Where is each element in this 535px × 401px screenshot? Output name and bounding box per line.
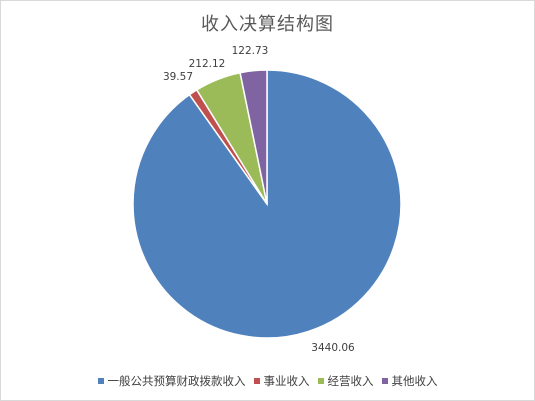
- legend-swatch: [253, 378, 260, 384]
- legend-label: 一般公共预算财政拨款收入: [107, 374, 246, 388]
- legend-swatch: [381, 378, 388, 384]
- data-label-business-income: 39.57: [163, 71, 193, 83]
- legend-label: 其他收入: [391, 374, 438, 388]
- legend-item-operating-income: 经营收入: [317, 373, 374, 389]
- legend-item-fiscal-appropriation: 一般公共预算财政拨款收入: [97, 373, 246, 389]
- legend-label: 经营收入: [327, 374, 374, 388]
- data-label-fiscal-appropriation: 3440.06: [311, 342, 355, 354]
- legend-label: 事业收入: [263, 374, 310, 388]
- chart-legend: 一般公共预算财政拨款收入 事业收入 经营收入 其他收入: [0, 373, 535, 389]
- legend-swatch: [97, 378, 104, 384]
- data-label-other-income: 122.73: [232, 45, 269, 57]
- data-label-operating-income: 212.12: [189, 58, 226, 70]
- legend-item-business-income: 事业收入: [253, 373, 310, 389]
- legend-item-other-income: 其他收入: [381, 373, 438, 389]
- chart-title: 收入决算结构图: [201, 14, 334, 35]
- legend-swatch: [317, 378, 324, 384]
- pie-slice-other-income: [239, 69, 268, 205]
